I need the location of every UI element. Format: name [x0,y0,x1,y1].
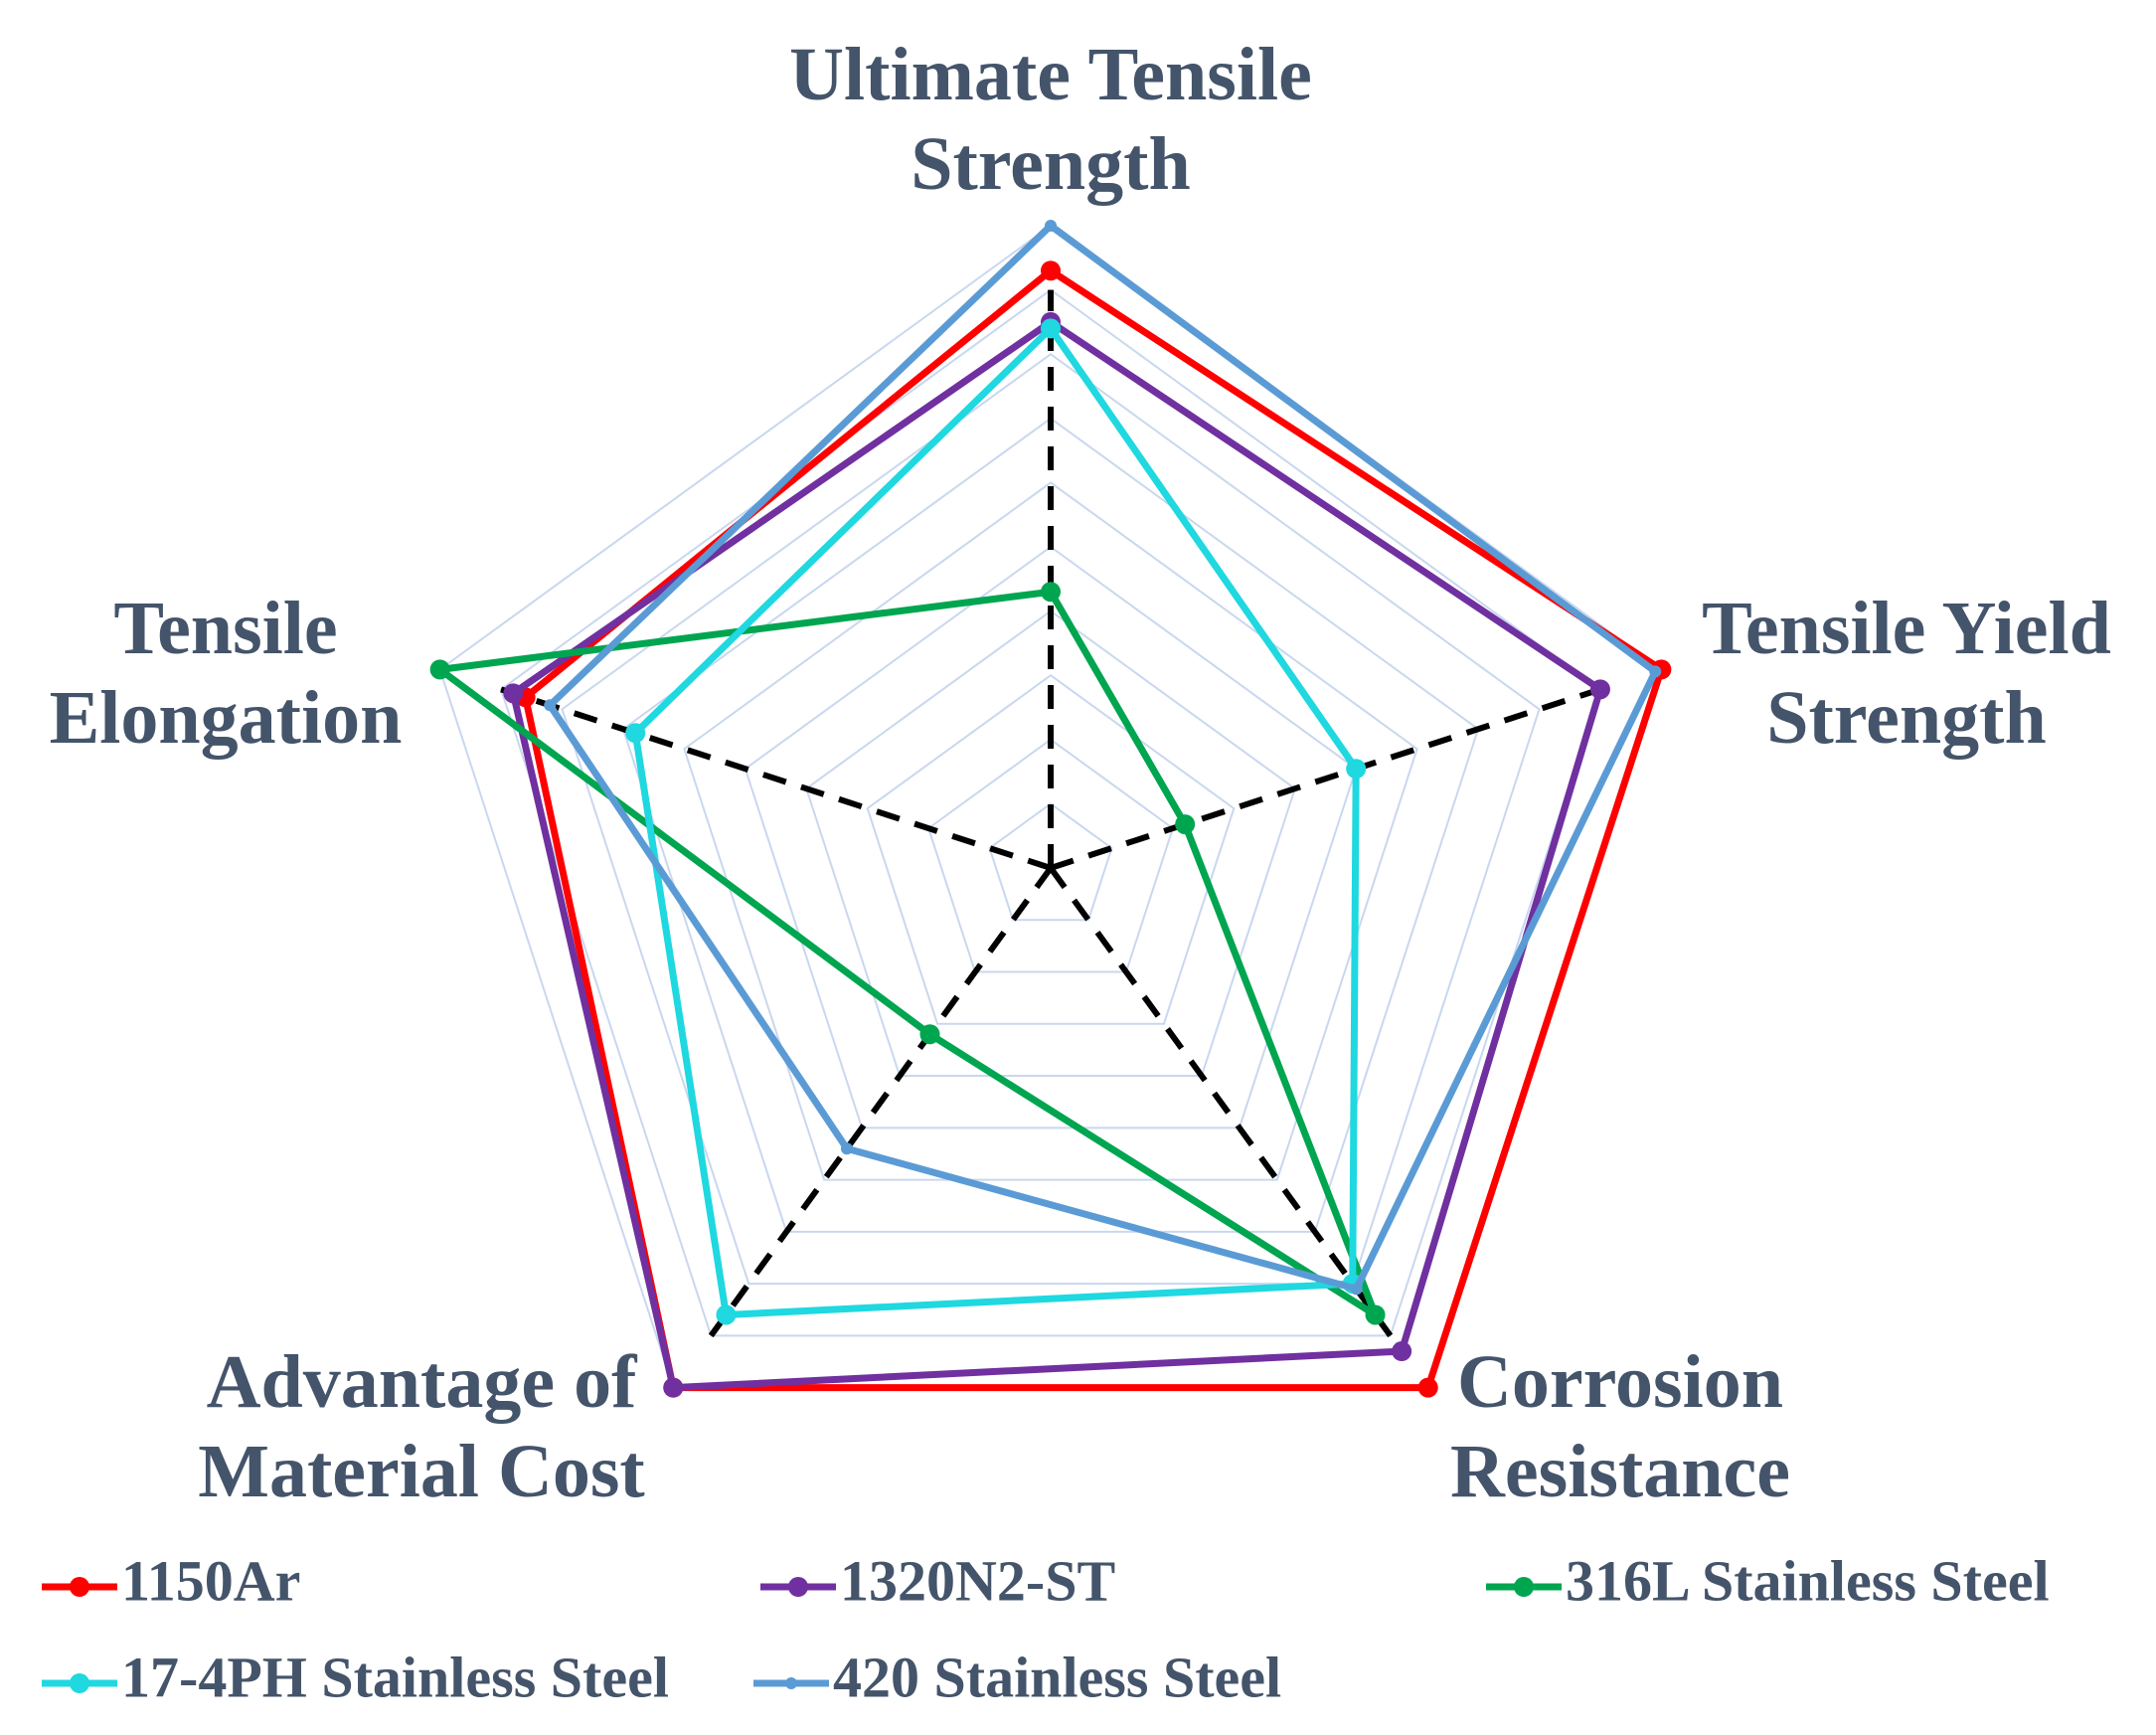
data-point [1365,1304,1386,1325]
data-point [1589,679,1610,700]
legend-marker [1514,1577,1534,1597]
series-line [509,317,1605,1392]
legend-marker [785,1677,797,1689]
axis-label: Tensile Yield Strength [1702,587,2111,760]
legend-label: 17-4PH Stainless Steel [121,1645,669,1709]
grid-ring [744,545,1358,1129]
axis-spoke [500,686,1052,871]
data-point [503,683,524,704]
legend-marker [788,1577,808,1597]
series-line [631,322,1360,1319]
data-point [544,699,557,712]
legend-label: 316L Stainless Steel [1566,1548,2050,1613]
legend-marker [70,1577,89,1597]
axis-spoke [708,866,1054,1338]
series-line [430,588,1383,1324]
axis-spoke [1048,866,1394,1338]
data-point [1041,260,1061,281]
axis-label: Ultimate Tensile Strength [789,33,1312,206]
data-point [1346,759,1367,780]
grid-ring [561,352,1541,1286]
axis-label: Advantage of Material Cost [198,1340,645,1513]
legend-marker [70,1673,89,1693]
data-point [429,659,450,680]
data-point [1417,1377,1438,1398]
data-point [919,1024,940,1045]
grid-ring [683,481,1418,1181]
data-point [716,1304,737,1325]
data-point [1175,814,1196,835]
axis-label: Tensile Elongation [49,587,403,760]
data-point [1649,665,1662,678]
axis-spoke [1050,686,1601,871]
data-point [840,1142,853,1155]
data-point [663,1377,684,1398]
legend-label: 1320N2-ST [840,1548,1115,1613]
data-point [1350,1283,1363,1296]
legend-label: 420 Stainless Steel [833,1645,1281,1709]
data-point [1041,318,1061,339]
grid-ring [866,673,1236,1025]
grid-ring [805,609,1296,1078]
series-line [545,221,1660,1294]
data-point [1392,1341,1412,1362]
axis-label: Corrosion Resistance [1450,1340,1790,1513]
data-point [1041,582,1061,603]
grid-ring [499,288,1602,1337]
data-point [1045,220,1057,232]
data-point [625,723,646,744]
grid-ring [926,738,1175,973]
legend-label: 1150Ar [121,1548,300,1613]
grid-ring [988,802,1113,922]
